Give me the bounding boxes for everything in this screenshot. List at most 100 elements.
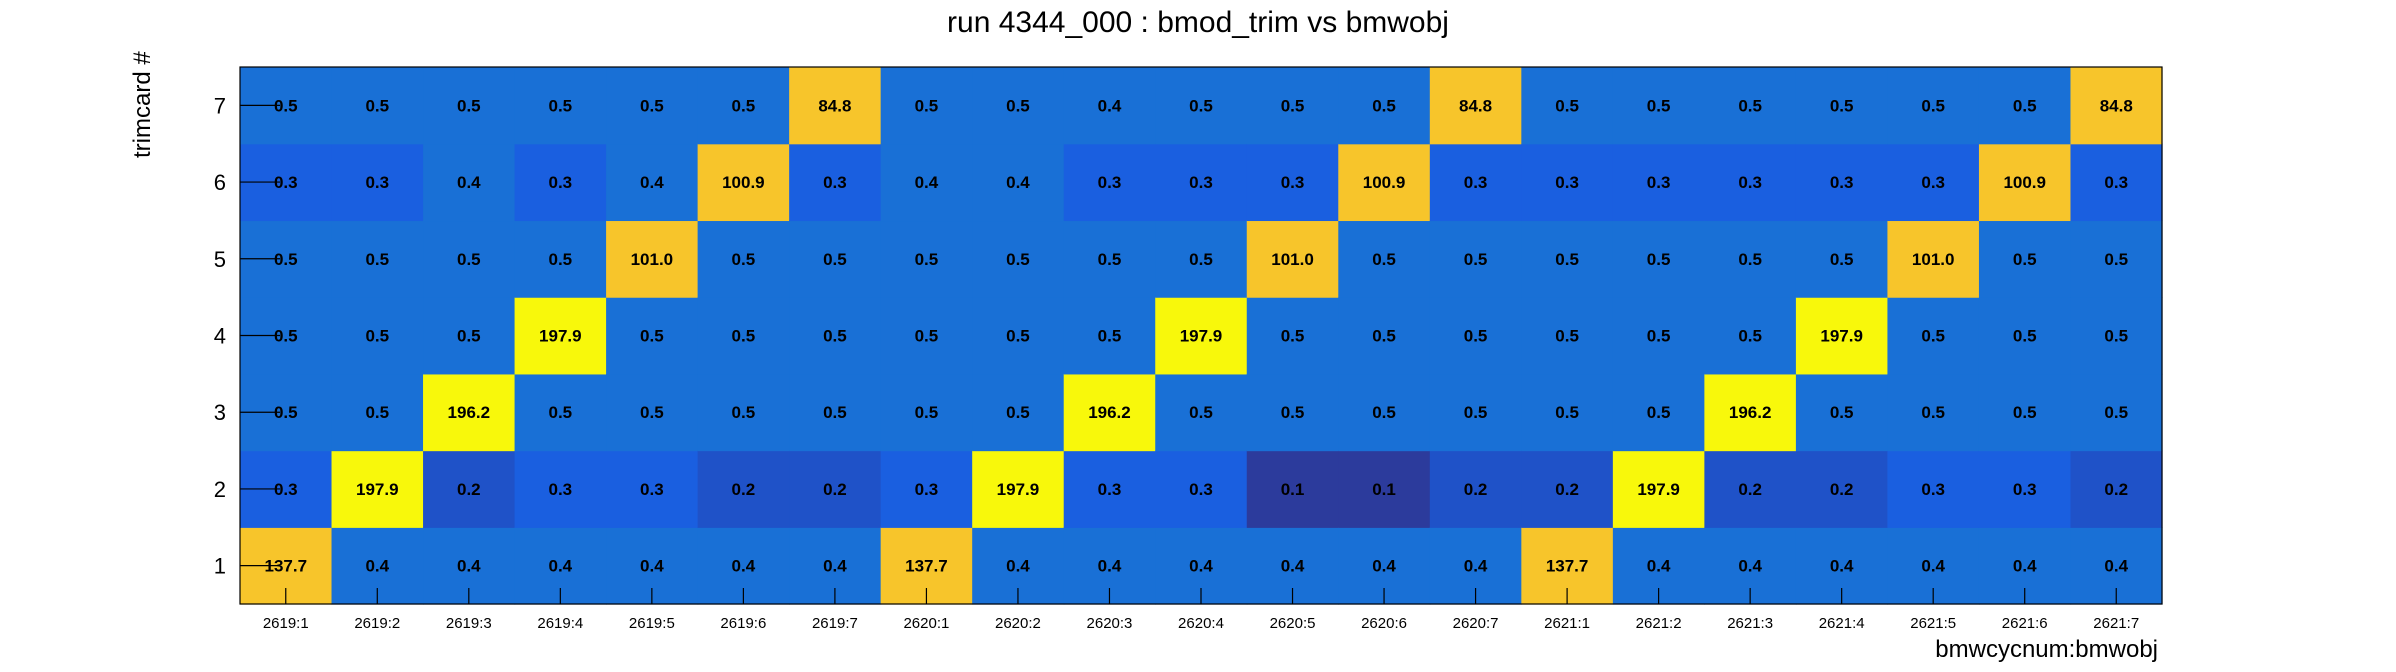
x-tick-label: 2621:1 [1544,615,1590,632]
heatmap-cell [1612,297,1705,375]
cell-value-label: 0.5 [1555,327,1579,346]
cell-value-label: 0.3 [549,173,573,192]
cell-value-label: 0.5 [365,327,389,346]
heatmap-cell [1155,373,1248,452]
cell-value-label: 197.9 [356,480,399,499]
heatmap-cell [1887,450,1980,528]
x-tick-label: 2621:5 [1910,615,1956,632]
cell-value-label: 196.2 [1729,403,1772,422]
heatmap-cell [1155,143,1248,222]
x-tick-label: 2619:3 [446,615,492,632]
cell-value-label: 0.5 [640,96,664,115]
cell-value-label: 0.4 [2013,557,2037,576]
x-tick-label: 2620:7 [1453,615,1499,632]
x-tick-label: 2619:4 [537,615,583,632]
cell-value-label: 0.3 [915,480,939,499]
heatmap-cell [1704,297,1797,375]
cell-value-label: 0.4 [1921,557,1945,576]
heatmap-cell [514,450,607,528]
cell-value-label: 0.5 [274,327,298,346]
heatmap-cell [1978,297,2072,375]
cell-value-label: 0.3 [1189,173,1213,192]
cell-value-label: 0.3 [1738,173,1762,192]
cell-value-label: 0.5 [915,250,939,269]
cell-value-label: 0.4 [1647,557,1671,576]
cell-value-label: 0.5 [457,250,481,269]
cell-value-label: 0.4 [1464,557,1488,576]
heatmap-cell [1612,67,1705,145]
y-tick-label: 1 [214,554,226,579]
cell-value-label: 0.5 [823,250,847,269]
cell-value-label: 0.5 [1647,327,1671,346]
heatmap-cell [1063,67,1156,145]
cell-value-label: 100.9 [2003,173,2046,192]
heatmap-cell [972,297,1065,375]
heatmap-cell [1978,67,2072,145]
cell-value-label: 0.3 [640,480,664,499]
heatmap-cell [1978,373,2072,452]
heatmap-cell [972,220,1065,298]
cell-value-label: 0.5 [274,403,298,422]
heatmap-cell [880,143,973,222]
x-tick-label: 2621:6 [2002,615,2048,632]
heatmap-cell [972,143,1065,222]
heatmap-cell [514,67,607,145]
heatmap-cell [1795,67,1889,145]
heatmap-cell [331,220,424,298]
cell-value-label: 100.9 [722,173,765,192]
heatmap-cell [1612,450,1705,528]
cell-value-label: 0.5 [365,403,389,422]
cell-value-label: 0.5 [274,96,298,115]
heatmap-cell [1338,143,1431,222]
cell-value-label: 0.5 [1281,403,1305,422]
x-tick-label: 2620:3 [1087,615,1133,632]
cell-value-label: 0.5 [2104,250,2128,269]
cell-value-label: 0.5 [1006,250,1030,269]
cell-value-label: 0.5 [1372,403,1396,422]
heatmap-cell [331,450,424,528]
cell-value-label: 196.2 [448,403,491,422]
cell-value-label: 0.4 [823,557,847,576]
cell-value-label: 0.5 [1830,403,1854,422]
cell-value-label: 0.3 [1098,480,1122,499]
cell-value-label: 0.4 [1006,557,1030,576]
heatmap-cell [514,373,607,452]
heatmap-cell [789,220,882,298]
cell-value-label: 0.5 [1464,327,1488,346]
cell-value-label: 0.5 [1464,403,1488,422]
cell-value-label: 0.5 [1738,96,1762,115]
cell-value-label: 0.5 [732,250,756,269]
heatmap-cell [1063,373,1156,452]
heatmap-cell [1795,220,1889,298]
cell-value-label: 137.7 [905,557,948,576]
heatmap-cell [697,373,790,452]
cell-value-label: 0.5 [2104,403,2128,422]
heatmap-cell [1063,450,1156,528]
x-tick-label: 2619:6 [720,615,766,632]
heatmap-cell [972,67,1065,145]
x-tick-label: 2619:5 [629,615,675,632]
cell-value-label: 0.5 [1647,250,1671,269]
cell-value-label: 0.5 [1921,403,1945,422]
heatmap-cell [331,67,424,145]
heatmap-cell [606,220,699,298]
cell-value-label: 0.4 [549,557,573,576]
x-tick-label: 2619:7 [812,615,858,632]
heatmap-cell [1521,143,1614,222]
cell-value-label: 101.0 [1271,250,1314,269]
heatmap-cell [514,220,607,298]
cell-value-label: 0.5 [549,250,573,269]
heatmap-cell [880,297,973,375]
heatmap-cell [2070,373,2163,452]
heatmap-cell [789,373,882,452]
heatmap-cell [606,143,699,222]
x-tick-label: 2621:4 [1819,615,1865,632]
cell-value-label: 0.5 [1006,403,1030,422]
heatmap-cell [1063,220,1156,298]
cell-value-label: 0.1 [1281,480,1305,499]
cell-value-label: 0.5 [1921,327,1945,346]
cell-value-label: 197.9 [1637,480,1680,499]
cell-value-label: 0.5 [1647,403,1671,422]
heatmap-cell [972,450,1065,528]
